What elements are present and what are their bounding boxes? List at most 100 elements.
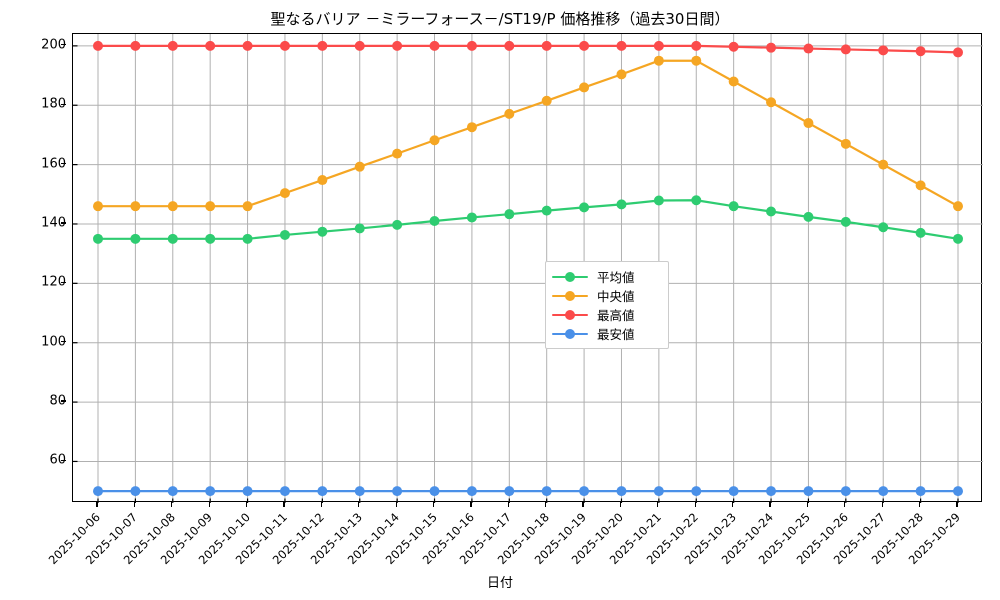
- data-point: [242, 233, 253, 244]
- legend-marker-icon: [552, 289, 588, 303]
- data-point: [93, 486, 103, 497]
- series-line: [96, 199, 960, 240]
- data-point: [878, 486, 889, 497]
- series-line: [96, 44, 960, 54]
- x-tick-label: 2025-10-19: [531, 510, 589, 568]
- data-point: [354, 223, 365, 234]
- data-point: [691, 55, 702, 66]
- data-point: [167, 201, 178, 212]
- data-point: [429, 216, 440, 227]
- data-point: [466, 122, 477, 133]
- data-point: [766, 486, 777, 497]
- data-point: [205, 486, 216, 497]
- x-axis-label: 日付: [486, 576, 513, 591]
- x-tick-label: 2025-10-21: [606, 510, 664, 568]
- series-1: [93, 195, 963, 244]
- data-point: [242, 201, 253, 212]
- data-point: [878, 222, 889, 233]
- data-point: [541, 40, 552, 51]
- data-point: [803, 118, 814, 129]
- data-point: [93, 40, 103, 51]
- plot-area: 平均値 中央値最高値 最安値: [72, 33, 983, 503]
- data-point: [279, 229, 290, 240]
- x-tick-label: 2025-10-16: [419, 510, 477, 568]
- data-point: [803, 486, 814, 497]
- data-point: [242, 40, 253, 51]
- legend-marker-icon: [552, 327, 588, 341]
- x-tick-label: 2025-10-29: [905, 510, 963, 568]
- data-point: [466, 212, 477, 223]
- data-point: [616, 69, 627, 80]
- x-tick-label: 2025-10-06: [45, 510, 103, 568]
- x-tick-label: 2025-10-24: [718, 510, 776, 568]
- data-point: [840, 138, 851, 149]
- data-point: [167, 486, 178, 497]
- data-point: [317, 40, 328, 51]
- y-tick-label: 140: [41, 215, 66, 231]
- data-point: [616, 486, 627, 497]
- y-tick-stub: [61, 341, 66, 343]
- data-point: [616, 199, 627, 210]
- x-tick-label: 2025-10-11: [232, 510, 290, 568]
- data-point: [579, 82, 590, 93]
- data-point: [653, 40, 664, 51]
- y-tick-label: 100: [41, 334, 66, 350]
- data-point: [354, 161, 365, 172]
- data-point: [317, 175, 328, 186]
- x-tick-label: 2025-10-10: [195, 510, 253, 568]
- data-point: [205, 40, 216, 51]
- data-point: [803, 43, 814, 54]
- data-point: [504, 108, 515, 119]
- y-tick-label: 80: [49, 393, 66, 409]
- x-tick-label: 2025-10-07: [83, 510, 141, 568]
- chart-title: 聖なるバリア －ミラーフォース－/ST19/P 価格推移（過去30日間）: [270, 10, 730, 28]
- x-tick-label: 2025-10-17: [457, 510, 515, 568]
- chart-legend[interactable]: 平均値 中央値最高値 最安値: [545, 261, 669, 349]
- data-point: [317, 226, 328, 237]
- data-point: [953, 486, 963, 497]
- y-tick-stub: [61, 44, 66, 46]
- data-point: [130, 486, 141, 497]
- x-tick-label: 2025-10-23: [681, 510, 739, 568]
- x-tick-label: 2025-10-20: [569, 510, 627, 568]
- x-tick-label: 2025-10-13: [307, 510, 365, 568]
- y-tick-label: 60: [49, 452, 66, 468]
- plot-svg: [73, 34, 983, 503]
- data-point: [504, 486, 515, 497]
- data-point: [953, 47, 963, 58]
- data-point: [392, 219, 403, 230]
- legend-marker-icon: [552, 270, 588, 284]
- data-point: [317, 486, 328, 497]
- data-point: [728, 201, 739, 212]
- data-point: [130, 40, 141, 51]
- data-point: [354, 486, 365, 497]
- data-point: [653, 55, 664, 66]
- legend-item-2[interactable]: 中央値: [552, 286, 660, 305]
- data-point: [915, 486, 926, 497]
- data-point: [93, 201, 103, 212]
- data-point: [803, 211, 814, 222]
- y-tick-stub: [61, 222, 66, 224]
- legend-item-3[interactable]: 最高値: [552, 305, 660, 324]
- y-tick-stub: [61, 281, 66, 283]
- data-point: [653, 486, 664, 497]
- data-point: [691, 195, 702, 206]
- y-tick-stub: [61, 163, 66, 165]
- data-point: [766, 42, 777, 53]
- legend-marker-icon: [552, 308, 588, 322]
- data-point: [130, 233, 141, 244]
- data-point: [354, 40, 365, 51]
- data-point: [728, 76, 739, 87]
- legend-item-1[interactable]: 平均値: [552, 267, 660, 286]
- data-point: [840, 486, 851, 497]
- x-tick-label: 2025-10-27: [830, 510, 889, 568]
- x-tick-label: 2025-10-09: [157, 510, 216, 568]
- data-point: [766, 206, 777, 217]
- x-tick-label: 2025-10-28: [868, 510, 926, 568]
- data-point: [429, 486, 440, 497]
- legend-item-4[interactable]: 最安値: [552, 324, 660, 343]
- x-tick-label: 2025-10-22: [643, 510, 702, 568]
- legend-label: 最高値: [597, 308, 635, 323]
- y-tick-label: 120: [41, 274, 66, 290]
- legend-label: 平均値: [597, 270, 635, 285]
